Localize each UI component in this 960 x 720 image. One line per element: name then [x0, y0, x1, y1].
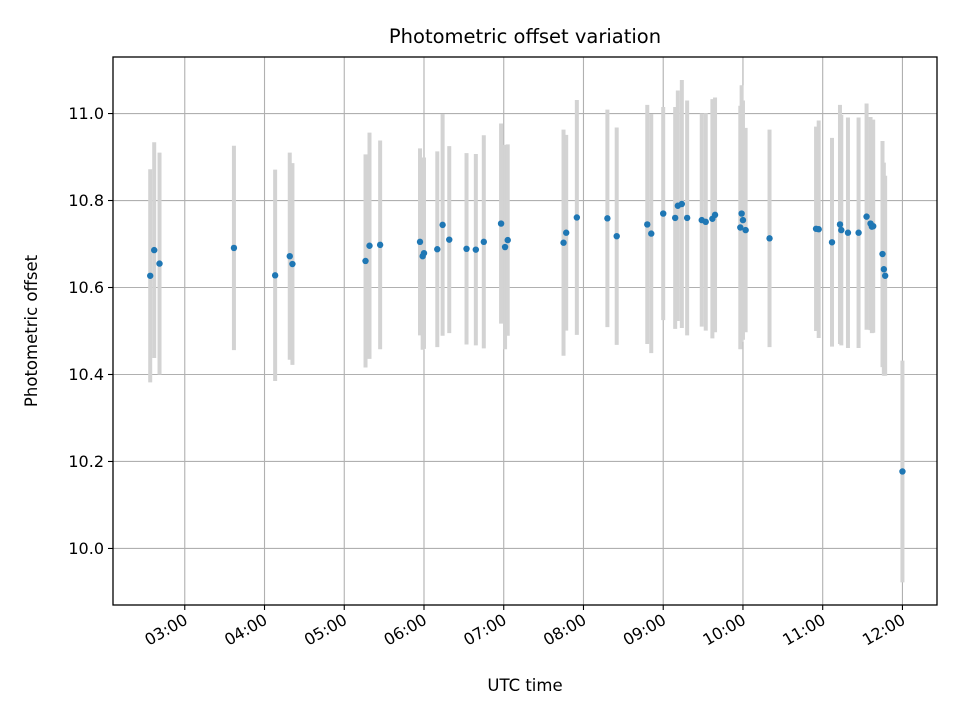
data-point [604, 215, 611, 222]
data-point [766, 235, 773, 242]
data-point [147, 272, 154, 279]
data-point [815, 226, 822, 233]
data-point [463, 245, 470, 252]
y-tick-label: 10.6 [68, 278, 104, 297]
data-point [880, 266, 888, 273]
data-point [230, 244, 238, 252]
data-point [660, 210, 667, 217]
y-axis: 10.0 10.2 10.4 10.6 10.8 11.0 [68, 104, 113, 558]
data-point [711, 211, 719, 219]
data-point [362, 257, 369, 265]
data-points [147, 200, 906, 475]
plot-frame [112, 56, 938, 606]
data-point [560, 239, 567, 246]
data-point [416, 238, 424, 246]
data-point [838, 226, 845, 234]
data-point [828, 239, 836, 246]
data-point [863, 213, 870, 220]
x-axis-label: UTC time [487, 676, 562, 695]
data-point [879, 250, 886, 258]
data-point [644, 221, 651, 228]
y-tick-label: 10.8 [68, 191, 104, 210]
data-point [702, 218, 709, 226]
y-tick-label: 10.2 [68, 452, 104, 471]
y-tick-label: 10.4 [68, 365, 104, 384]
data-point [472, 246, 480, 253]
data-point [366, 242, 373, 249]
data-point [151, 246, 158, 254]
data-point [286, 252, 293, 260]
data-point [844, 229, 852, 236]
data-point [434, 246, 441, 253]
data-point [671, 214, 679, 222]
data-point [289, 260, 296, 268]
data-point [376, 241, 384, 249]
data-point [737, 224, 744, 231]
y-tick-label: 11.0 [68, 104, 104, 123]
data-point [648, 230, 655, 237]
data-point [446, 236, 453, 243]
data-point [739, 216, 747, 224]
chart-title: Photometric offset variation [389, 25, 661, 48]
data-point [156, 260, 163, 267]
data-point [563, 229, 570, 236]
data-point [613, 232, 620, 240]
data-point [573, 214, 581, 221]
data-point [738, 210, 745, 217]
data-point [855, 229, 862, 236]
data-point [678, 200, 686, 208]
data-point [501, 243, 509, 251]
data-point [439, 221, 446, 229]
data-point [683, 214, 691, 222]
data-point [899, 468, 906, 475]
data-point [420, 249, 428, 257]
y-axis-label: Photometric offset [22, 254, 41, 407]
y-tick-label: 10.0 [68, 539, 104, 558]
data-point [742, 226, 749, 234]
data-point [881, 272, 889, 279]
data-point [836, 221, 844, 228]
data-point [497, 220, 505, 227]
data-point [271, 272, 279, 279]
data-point [480, 238, 487, 246]
data-point [870, 222, 877, 230]
data-point [504, 236, 511, 244]
